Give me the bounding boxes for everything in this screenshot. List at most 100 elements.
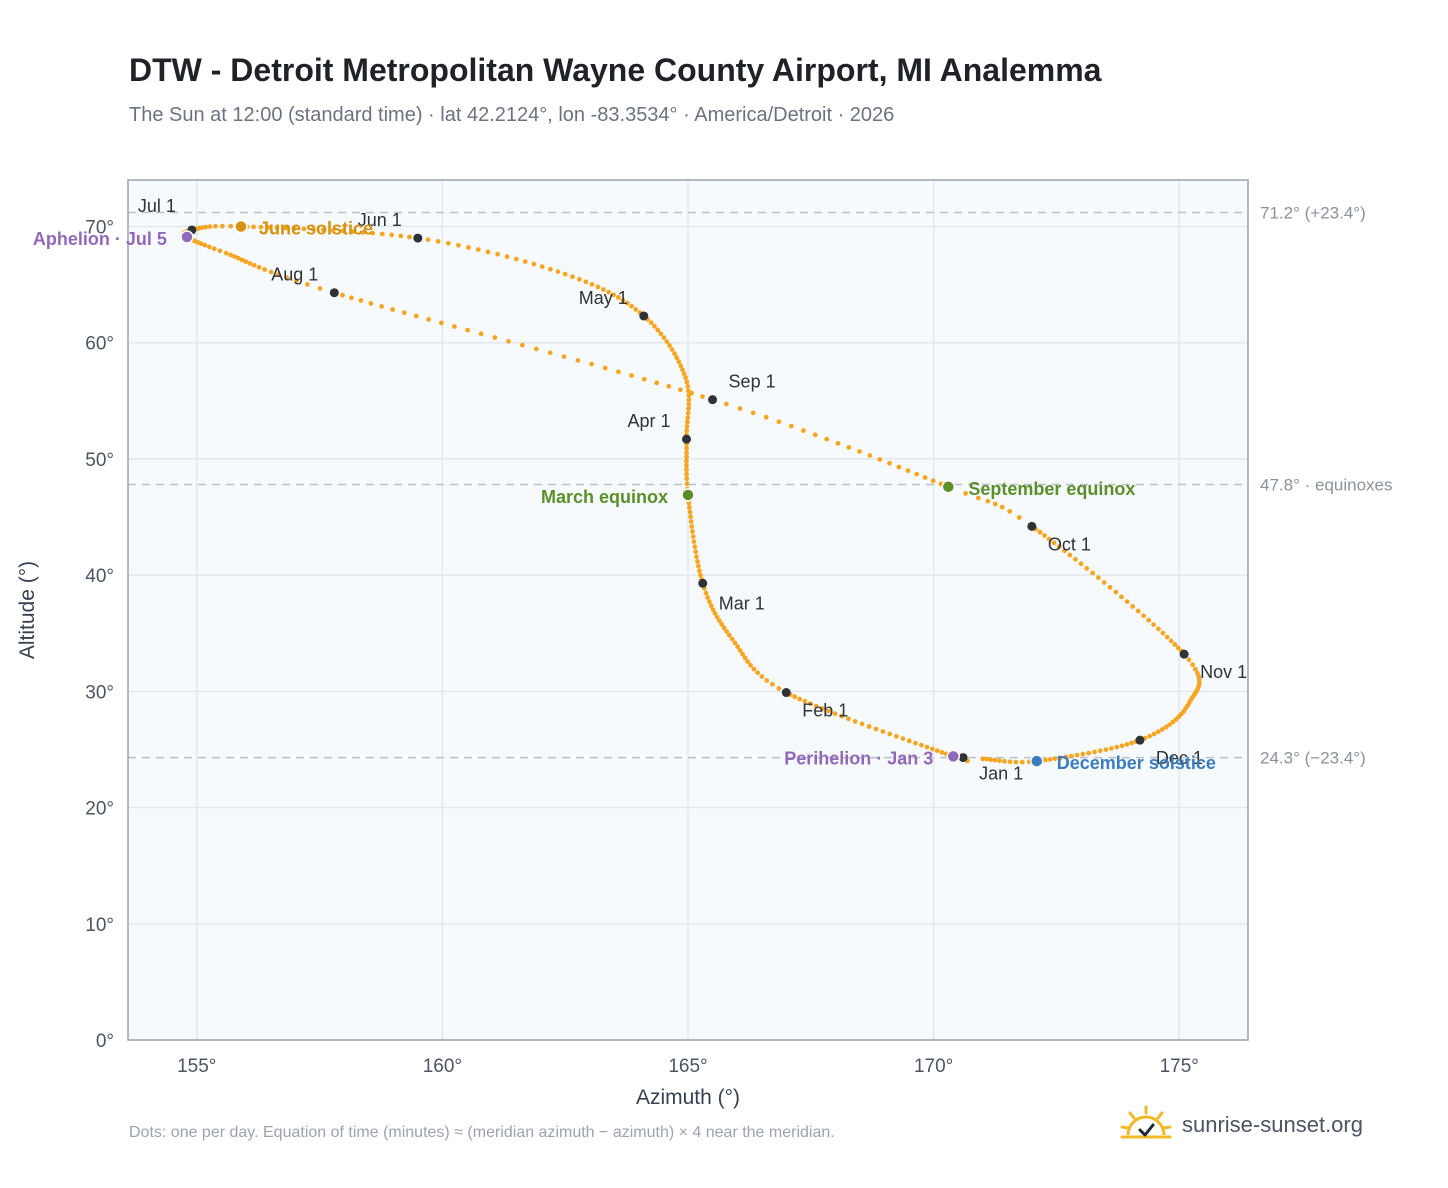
month-marker	[698, 578, 708, 588]
daily-sun-dot	[655, 327, 661, 333]
daily-sun-dot	[633, 307, 639, 312]
daily-sun-dot	[452, 324, 457, 329]
daily-sun-dot	[340, 228, 346, 234]
daily-sun-dot	[439, 320, 444, 326]
daily-sun-dot	[583, 279, 589, 285]
brand-logo[interactable]: sunrise-sunset.org	[1120, 1100, 1363, 1150]
daily-sun-dot	[924, 744, 930, 750]
daily-sun-dot	[759, 674, 765, 679]
daily-sun-dot	[877, 457, 883, 462]
daily-sun-dot	[685, 384, 691, 389]
daily-sun-dot	[349, 295, 354, 301]
y-tick-label: 0°	[96, 1031, 114, 1052]
daily-sun-dot	[857, 449, 862, 454]
daily-sun-dot	[748, 662, 753, 668]
daily-sun-dot	[266, 225, 271, 230]
daily-sun-dot	[696, 563, 701, 569]
daily-sun-dot	[685, 410, 691, 416]
daily-sun-dot	[708, 603, 714, 609]
daily-sun-dot	[802, 698, 808, 704]
daily-sun-dot	[688, 514, 693, 520]
event-marker	[234, 219, 248, 234]
footnote: Dots: one per day. Equation of time (min…	[129, 1124, 835, 1141]
month-marker	[639, 311, 649, 321]
daily-sun-dot	[1175, 645, 1181, 651]
daily-sun-dot	[228, 252, 234, 258]
daily-sun-dot	[867, 453, 873, 458]
daily-sun-dot	[685, 415, 691, 420]
daily-sun-dot	[555, 269, 561, 275]
daily-sun-dot	[1151, 622, 1156, 627]
daily-sun-dot	[1160, 630, 1166, 636]
daily-sun-dot	[1170, 719, 1176, 725]
daily-sun-dot	[992, 757, 998, 763]
month-marker	[1027, 521, 1037, 531]
daily-sun-dot	[398, 233, 404, 239]
month-label: May 1	[579, 288, 628, 308]
daily-sun-dot	[988, 757, 993, 762]
daily-sun-dot	[684, 423, 690, 429]
daily-sun-dot	[992, 501, 998, 507]
daily-sun-dot	[1042, 533, 1047, 538]
daily-sun-dot	[620, 297, 626, 303]
daily-sun-dot	[485, 249, 491, 255]
daily-sun-dot	[562, 271, 568, 277]
daily-sun-dot	[846, 716, 851, 722]
daily-sun-dot	[1141, 613, 1146, 619]
daily-sun-dot	[1058, 755, 1063, 761]
daily-sun-dot	[801, 428, 806, 433]
daily-sun-dot	[1019, 759, 1025, 765]
daily-sun-dot	[390, 307, 396, 312]
month-label: Jul 1	[138, 196, 176, 216]
daily-sun-dot	[930, 478, 936, 484]
daily-sun-dot	[684, 476, 690, 482]
daily-sun-dot	[887, 731, 893, 737]
daily-sun-dot	[669, 347, 675, 352]
daily-sun-dot	[305, 282, 310, 287]
daily-sun-dot	[832, 711, 838, 717]
daily-sun-dot	[684, 379, 690, 385]
daily-sun-dot	[684, 446, 689, 451]
daily-sun-dot	[719, 621, 724, 627]
daily-sun-dot	[866, 724, 872, 729]
event-label: September equinox	[968, 479, 1135, 499]
daily-sun-dot	[680, 367, 685, 373]
daily-sun-dot	[595, 284, 601, 290]
sun-logo-icon	[1120, 1105, 1172, 1139]
daily-sun-dot	[763, 414, 769, 420]
daily-sun-dot	[629, 303, 634, 309]
daily-sun-dot	[247, 261, 253, 266]
month-label: Mar 1	[719, 593, 765, 613]
daily-sun-dot	[939, 750, 945, 755]
month-label: Jun 1	[358, 210, 402, 230]
daily-sun-dot	[475, 247, 481, 253]
daily-sun-dot	[611, 292, 616, 298]
daily-sun-dot	[1146, 617, 1151, 623]
daily-sun-dot	[284, 275, 290, 280]
reference-line-label: 47.8° · equinoxes	[1260, 475, 1393, 494]
daily-sun-dot	[1109, 746, 1114, 751]
daily-sun-dot	[379, 231, 385, 237]
daily-sun-dot	[389, 232, 395, 238]
daily-sun-dot	[826, 708, 831, 714]
daily-sun-dot	[506, 338, 511, 344]
daily-sun-dot	[539, 264, 545, 270]
daily-sun-dot	[1190, 662, 1195, 668]
daily-sun-dot	[690, 529, 695, 534]
daily-sun-dot	[522, 259, 528, 264]
daily-sun-dot	[320, 227, 326, 233]
month-marker	[958, 753, 968, 763]
daily-sun-dot	[520, 342, 525, 348]
daily-sun-dot	[658, 331, 664, 337]
daily-sun-dot	[547, 350, 553, 356]
daily-sun-dot	[686, 401, 692, 407]
reference-line-label: 24.3° (−23.4°)	[1260, 749, 1366, 768]
month-label: Aug 1	[271, 265, 318, 285]
daily-sun-dot	[211, 246, 217, 252]
daily-sun-dot	[654, 380, 660, 386]
daily-sun-dot	[1084, 566, 1090, 571]
brand-name: sunrise-sunset.org	[1182, 1112, 1363, 1137]
month-label: Apr 1	[627, 411, 670, 431]
month-label: Feb 1	[802, 701, 848, 721]
daily-sun-dot	[672, 351, 677, 356]
